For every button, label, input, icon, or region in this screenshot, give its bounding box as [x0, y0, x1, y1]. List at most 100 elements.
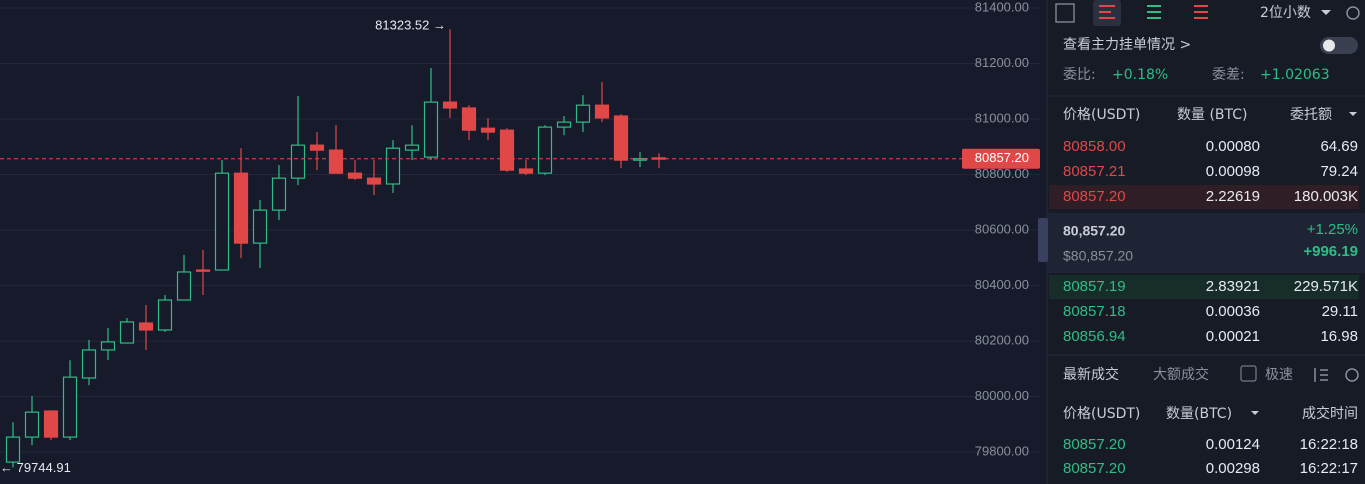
- last-price-tag: [962, 148, 1040, 169]
- quantity: 0.00298: [1206, 460, 1260, 477]
- header: 价格(USDT): [1063, 406, 1140, 422]
- candle-body: [613, 115, 629, 161]
- ask-highlight: [1049, 185, 1359, 209]
- dropdown-arrow: [1349, 112, 1357, 116]
- tool-icon[interactable]: [1055, 3, 1075, 23]
- y-tick-label: 81000.00: [975, 110, 1029, 125]
- price: 80857.19: [1063, 278, 1126, 295]
- quantity: 2.83921: [1206, 278, 1260, 295]
- candle-body: [176, 271, 192, 301]
- chart-bg: [0, 0, 1047, 484]
- candle-body: [62, 376, 78, 438]
- amount: 16.98: [1320, 328, 1358, 345]
- quantity: 0.00021: [1206, 328, 1260, 345]
- mid-price: 80,857.20: [1063, 223, 1125, 239]
- candle-body: [252, 209, 268, 244]
- amount: 16:22:17: [1300, 460, 1358, 477]
- decimals[interactable]: 2位小数: [1260, 5, 1311, 21]
- settings-icon[interactable]: [1346, 6, 1360, 20]
- y-tick-label: 80400.00: [975, 277, 1029, 292]
- y-tick-label: 80000.00: [975, 388, 1029, 403]
- header: 数量 (BTC): [1177, 107, 1248, 123]
- main-orders-link[interactable]: 查看主力挂单情况 >: [1063, 37, 1191, 53]
- amount: 64.69: [1320, 138, 1358, 155]
- quantity: 0.00036: [1206, 303, 1260, 320]
- candle-body: [119, 321, 135, 344]
- amount: 79.24: [1320, 163, 1358, 180]
- candle-body: [233, 172, 249, 244]
- candle-body: [385, 147, 401, 185]
- candle-body: [423, 101, 439, 158]
- candle-body: [328, 149, 344, 174]
- y-tick-label: 80600.00: [975, 222, 1029, 237]
- ratio: +0.18%: [1112, 67, 1168, 83]
- quantity: 2.22619: [1206, 188, 1260, 205]
- amount: 16:22:18: [1300, 436, 1358, 453]
- header: 成交时间: [1302, 405, 1358, 422]
- panel: 2位小数 查看主力挂单情况 > 委比: +0.18% 委差: +1.02063 …: [1038, 0, 1365, 477]
- candle-body: [404, 144, 420, 151]
- candle-body: [214, 172, 230, 271]
- bid-highlight: [1049, 275, 1359, 299]
- mid-bg: [1047, 213, 1365, 273]
- candle-body: [499, 129, 515, 171]
- candle-body: [480, 127, 496, 133]
- low-annotation: ← 79744.91: [0, 460, 71, 475]
- candle-body: [271, 177, 287, 211]
- dropdown-arrow: [1321, 10, 1331, 15]
- last-price-label: 80857.20: [975, 150, 1029, 165]
- candle-body: [537, 126, 553, 174]
- amount: 229.571K: [1294, 278, 1358, 295]
- tool-icon[interactable]: [1194, 5, 1208, 19]
- high-annotation: 81323.52 →: [375, 18, 446, 33]
- y-tick-label: 80200.00: [975, 333, 1029, 348]
- candle-body: [81, 349, 97, 379]
- header[interactable]: 委托额: [1290, 107, 1332, 123]
- price: 80857.18: [1063, 303, 1126, 320]
- diff-label: 委差:: [1212, 67, 1245, 83]
- quantity: 0.00098: [1206, 163, 1260, 180]
- tab-active[interactable]: 最新成交: [1063, 366, 1119, 383]
- price: 80858.00: [1063, 138, 1126, 155]
- price: 80857.20: [1063, 436, 1126, 453]
- quantity: 0.00124: [1206, 436, 1260, 453]
- candle-body: [575, 104, 591, 123]
- candle-body: [556, 121, 572, 128]
- candle-body: [347, 172, 363, 179]
- candle-body: [43, 410, 59, 438]
- candle-body: [309, 144, 325, 151]
- candle-body: [461, 107, 477, 131]
- y-tick-label: 80800.00: [975, 166, 1029, 181]
- tab[interactable]: 大额成交: [1153, 366, 1209, 383]
- candle-body: [366, 177, 382, 185]
- candle-body: [195, 269, 211, 272]
- y-tick-label: 79800.00: [975, 444, 1029, 459]
- filter-icon[interactable]: [1314, 368, 1328, 382]
- chart: 81400.00 81200.00 81000.00 80800.00 80600.00…: [0, 0, 1040, 475]
- y-tick-label: 81200.00: [975, 55, 1029, 70]
- candle-body: [5, 436, 21, 463]
- ratio-label: 委比:: [1063, 67, 1096, 83]
- checkbox[interactable]: [1240, 365, 1257, 382]
- candle-body: [518, 168, 534, 174]
- price: 80857.21: [1063, 163, 1126, 180]
- settings-icon[interactable]: [1345, 368, 1359, 382]
- amount: 180.003K: [1294, 188, 1358, 205]
- change: +996.19: [1303, 243, 1358, 260]
- candle-body: [442, 101, 458, 109]
- candle-body: [594, 104, 610, 119]
- candle-body: [24, 411, 40, 438]
- candle-body: [157, 299, 173, 331]
- tool-icon[interactable]: [1147, 5, 1161, 19]
- quantity: 0.00080: [1206, 138, 1260, 155]
- price: 80856.94: [1063, 328, 1126, 345]
- header[interactable]: 数量(BTC): [1166, 406, 1232, 422]
- candle-body: [290, 144, 306, 179]
- change-pct: +1.25%: [1307, 221, 1358, 238]
- toggle-knob: [1323, 39, 1335, 52]
- header: 价格(USDT): [1063, 107, 1140, 123]
- candle-body: [138, 322, 154, 331]
- price: 80857.20: [1063, 188, 1126, 205]
- collapse-handle[interactable]: [1038, 218, 1048, 262]
